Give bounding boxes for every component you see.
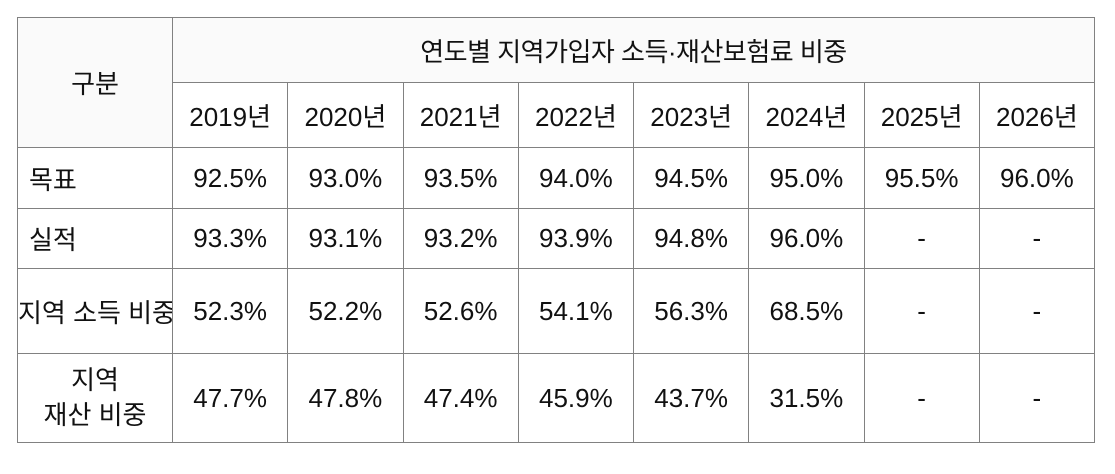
year-header-2022: 2022년 [517,82,635,148]
row-label-property-line2: 재산 비중 [43,400,147,430]
property-ratio-2024: 31.5% [748,353,865,443]
table-row-target: 목표 92.5% 93.0% 93.5% 94.0% 94.5% 95.0% 9… [17,147,1096,209]
table-container: 구분 연도별 지역가입자 소득·재산보험료 비중 2019년 2020년 202… [17,17,1096,443]
actual-2019: 93.3% [171,208,289,269]
income-ratio-2022: 54.1% [517,268,635,354]
property-ratio-2023: 43.7% [632,353,750,443]
table-row-income-ratio: 지역 소득 비중 52.3% 52.2% 52.6% 54.1% 56.3% 6… [17,268,1096,354]
target-2019: 92.5% [171,147,289,209]
property-ratio-2025: - [863,353,980,443]
actual-2022: 93.9% [517,208,635,269]
property-ratio-2021: 47.4% [402,353,519,443]
target-2023: 94.5% [632,147,750,209]
actual-2024: 96.0% [748,208,865,269]
actual-2021: 93.2% [402,208,519,269]
property-ratio-2019: 47.7% [171,353,289,443]
year-header-2025: 2025년 [863,82,980,148]
table-title: 연도별 지역가입자 소득·재산보험료 비중 [172,17,1095,83]
income-ratio-2024: 68.5% [748,268,865,354]
year-header-2024: 2024년 [748,82,865,148]
row-label-actual: 실적 [17,208,173,269]
target-2021: 93.5% [402,147,519,209]
table-row-property-ratio: 지역 재산 비중 47.7% 47.8% 47.4% 45.9% 43.7% 3… [17,353,1096,443]
row-label-income-ratio: 지역 소득 비중 [17,268,173,354]
income-ratio-2021: 52.6% [402,268,519,354]
row-label-property-ratio: 지역 재산 비중 [17,353,173,443]
property-ratio-2022: 45.9% [517,353,635,443]
target-2024: 95.0% [748,147,865,209]
income-ratio-2020: 52.2% [287,268,404,354]
row-label-property-line1: 지역 [71,364,119,395]
year-header-2023: 2023년 [632,82,750,148]
corner-header-cell: 구분 [17,17,173,148]
actual-2026: - [978,208,1096,269]
row-label-target: 목표 [17,147,173,209]
year-header-2021: 2021년 [402,82,519,148]
actual-2025: - [863,208,980,269]
year-header-2020: 2020년 [287,82,404,148]
year-header-2026: 2026년 [978,82,1096,148]
title-row: 구분 연도별 지역가입자 소득·재산보험료 비중 [17,17,1095,148]
property-ratio-2026: - [978,353,1096,443]
property-ratio-2020: 47.8% [287,353,404,443]
income-ratio-2025: - [863,268,980,354]
actual-2020: 93.1% [287,208,404,269]
actual-2023: 94.8% [632,208,750,269]
income-ratio-2023: 56.3% [632,268,750,354]
target-2026: 96.0% [978,147,1096,209]
target-2020: 93.0% [287,147,404,209]
year-header-2019: 2019년 [171,82,289,148]
premium-ratio-table: 구분 연도별 지역가입자 소득·재산보험료 비중 2019년 2020년 202… [17,17,1096,443]
target-2022: 94.0% [517,147,635,209]
income-ratio-2019: 52.3% [171,268,289,354]
income-ratio-2026: - [978,268,1096,354]
target-2025: 95.5% [863,147,980,209]
year-header-row: 2019년 2020년 2021년 2022년 2023년 2024년 2025… [18,82,1096,148]
table-row-actual: 실적 93.3% 93.1% 93.2% 93.9% 94.8% 96.0% -… [17,208,1096,269]
